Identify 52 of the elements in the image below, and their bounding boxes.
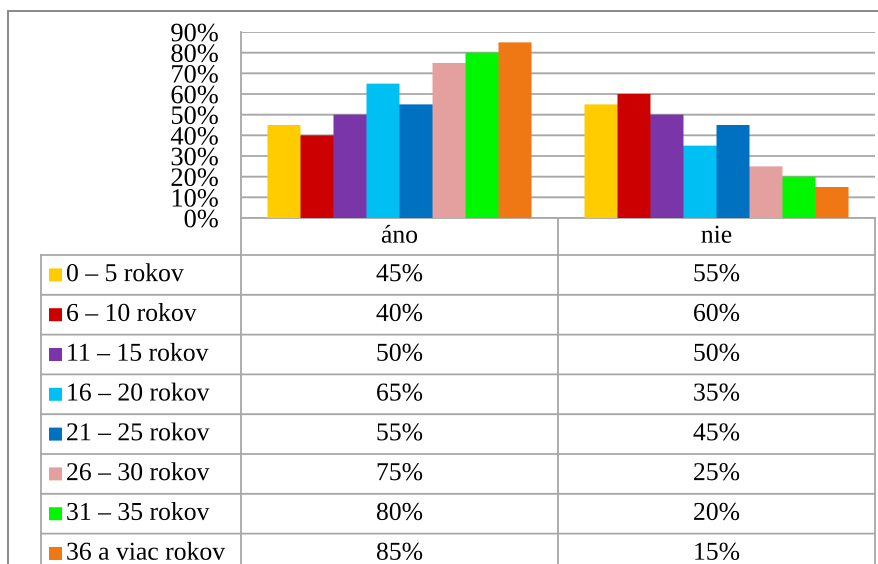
legend-label: 36 a viac rokov: [67, 542, 226, 560]
data-label: 15%: [695, 542, 740, 560]
legend-label: 21 – 25 rokov: [67, 422, 210, 441]
bar: [300, 135, 334, 218]
legend-label: 31 – 35 rokov: [67, 502, 210, 520]
bar: [267, 125, 300, 218]
x-tick-label: áno: [382, 224, 418, 243]
legend-label: 11 – 15 rokov: [68, 342, 208, 361]
data-label: 65%: [377, 383, 422, 401]
bar: [716, 125, 750, 218]
y-tick-label: 10%: [172, 188, 218, 207]
bar: [333, 114, 366, 218]
data-label: 50%: [694, 344, 740, 362]
data-label: 45%: [376, 264, 422, 282]
data-label: 60%: [694, 304, 740, 322]
bar: [782, 176, 816, 218]
data-label: 45%: [693, 423, 740, 441]
x-tick-label: nie: [701, 226, 732, 243]
y-tick-label: 90%: [171, 24, 218, 42]
y-tick-label: 70%: [172, 64, 218, 83]
bar: [816, 187, 849, 218]
y-tick-label: 0%: [184, 210, 218, 228]
legend-label: 0 – 5 rokov: [66, 263, 184, 282]
y-tick-label: 20%: [172, 168, 218, 186]
bar: [683, 146, 716, 218]
y-tick-label: 60%: [172, 86, 218, 104]
y-tick-label: 40%: [170, 126, 218, 145]
data-label: 75%: [378, 462, 422, 480]
data-label: 55%: [694, 264, 740, 282]
bar: [466, 52, 499, 218]
data-label: 20%: [694, 502, 740, 520]
y-tick-label: 80%: [171, 44, 218, 62]
data-label: 80%: [376, 502, 422, 520]
bar: [400, 104, 433, 218]
data-label: 50%: [377, 344, 422, 362]
legend-label: 16 – 20 rokov: [68, 382, 210, 401]
bar: [498, 42, 532, 218]
bar: [750, 166, 783, 218]
bar: [650, 114, 684, 218]
data-label: 55%: [377, 423, 422, 441]
bar: [617, 94, 650, 218]
legend-label: 6 – 10 rokov: [67, 303, 197, 322]
y-tick-label: 50%: [172, 106, 218, 124]
legend-label: 26 – 30 rokov: [67, 462, 210, 480]
data-label: 25%: [694, 462, 740, 480]
data-label: 85%: [376, 542, 422, 560]
bar: [432, 63, 466, 218]
y-tick-label: 30%: [172, 148, 218, 166]
data-label: 35%: [694, 383, 740, 401]
bar: [584, 104, 618, 218]
bar: [366, 84, 400, 218]
data-label: 40%: [376, 304, 422, 322]
